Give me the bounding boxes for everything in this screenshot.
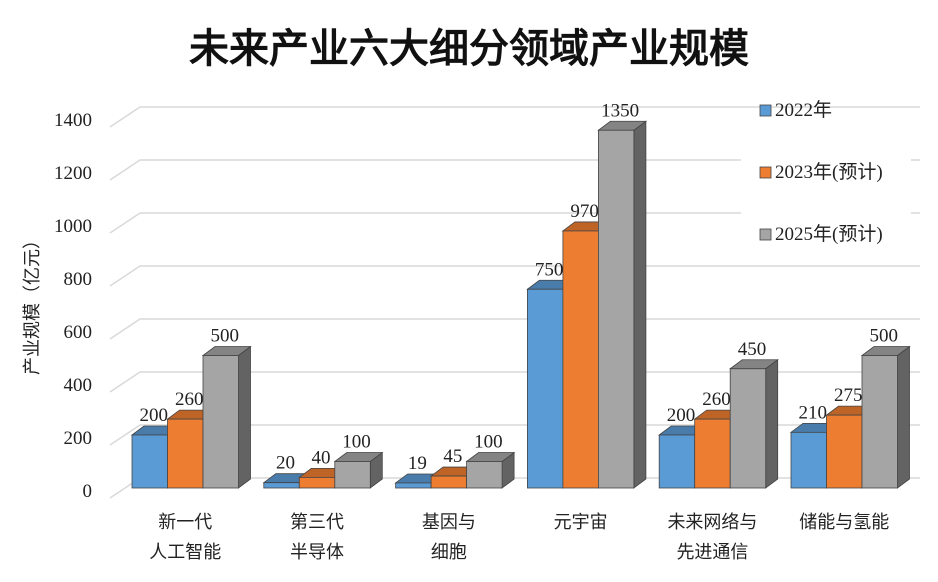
data-label: 100 bbox=[342, 432, 371, 453]
category-label: 第三代 bbox=[290, 512, 344, 533]
bars bbox=[130, 120, 911, 489]
bar-front bbox=[598, 129, 635, 489]
bar-side bbox=[238, 345, 251, 489]
legend-label: 2025年(预计) bbox=[775, 223, 883, 245]
bar-side bbox=[897, 345, 910, 489]
bar bbox=[729, 358, 779, 489]
category-label: 新一代 bbox=[158, 512, 212, 533]
data-label: 500 bbox=[870, 326, 899, 347]
gridline bbox=[109, 212, 920, 234]
bar-front bbox=[694, 418, 731, 489]
y-tick-label: 800 bbox=[64, 269, 93, 290]
gridline bbox=[109, 106, 920, 128]
bar-front bbox=[527, 288, 564, 489]
bar-front bbox=[202, 355, 239, 489]
data-label: 970 bbox=[570, 201, 599, 222]
bar-front bbox=[395, 482, 432, 489]
bar-front bbox=[466, 461, 503, 489]
data-label: 750 bbox=[535, 259, 564, 280]
bar-front bbox=[790, 431, 827, 489]
category-label: 储能与氢能 bbox=[799, 512, 889, 533]
bar-front bbox=[861, 355, 898, 489]
data-label: 45 bbox=[443, 446, 462, 467]
y-tick-label: 0 bbox=[83, 481, 93, 502]
y-tick-label: 1200 bbox=[54, 163, 92, 184]
y-axis: 0 200 400 600 800 1000 1200 1400 bbox=[54, 110, 92, 502]
data-labels: 200 260 500 20 40 100 19 45 100 750 970 1350 200 260 4… bbox=[140, 100, 899, 474]
data-label: 200 bbox=[667, 405, 696, 426]
bar bbox=[201, 345, 252, 489]
category-label: 人工智能 bbox=[149, 542, 221, 563]
category-label: 先进通信 bbox=[676, 542, 748, 563]
bar bbox=[860, 345, 911, 489]
bar-side bbox=[765, 358, 779, 489]
bar-front bbox=[729, 368, 767, 489]
chart-title: 未来产业六大细分领域产业规模 bbox=[189, 25, 749, 72]
y-tick-label: 600 bbox=[64, 322, 93, 343]
legend: 2022年 2023年(预计) 2025年(预计) bbox=[741, 76, 911, 245]
y-tick-label: 200 bbox=[64, 428, 93, 449]
data-label: 275 bbox=[834, 385, 863, 406]
gridlines bbox=[109, 106, 920, 499]
data-label: 100 bbox=[474, 432, 503, 453]
category-label: 细胞 bbox=[431, 542, 467, 563]
legend-item: 2022年 bbox=[741, 76, 911, 121]
data-label: 500 bbox=[211, 326, 240, 347]
data-label: 450 bbox=[738, 339, 767, 360]
bar bbox=[465, 451, 516, 489]
legend-swatch bbox=[759, 166, 772, 179]
category-label: 基因与 bbox=[422, 512, 476, 533]
bar-front bbox=[562, 230, 599, 489]
gridline bbox=[109, 159, 920, 181]
data-label: 20 bbox=[276, 453, 295, 474]
bar bbox=[333, 451, 384, 489]
y-tick-label: 400 bbox=[64, 375, 93, 396]
bar-front bbox=[263, 482, 300, 489]
legend-label: 2022年 bbox=[775, 99, 832, 121]
bar-front bbox=[131, 434, 168, 489]
data-label: 260 bbox=[175, 389, 204, 410]
data-label: 19 bbox=[408, 453, 427, 474]
data-label: 40 bbox=[312, 447, 331, 468]
category-label: 未来网络与 bbox=[667, 512, 757, 533]
category-label: 半导体 bbox=[290, 542, 344, 563]
legend-swatch bbox=[759, 104, 772, 117]
bar-front bbox=[298, 476, 336, 489]
legend-label: 2023年(预计) bbox=[775, 161, 883, 183]
bar bbox=[597, 120, 648, 489]
gridline bbox=[109, 424, 920, 446]
data-label: 210 bbox=[799, 402, 828, 423]
legend-item: 2025年(预计) bbox=[741, 200, 911, 245]
y-tick-label: 1400 bbox=[54, 110, 92, 131]
gridline bbox=[109, 371, 920, 393]
bar-side bbox=[633, 120, 647, 489]
bar-front bbox=[167, 418, 204, 489]
bar-front bbox=[334, 461, 371, 489]
bar-front bbox=[430, 475, 468, 489]
data-label: 200 bbox=[140, 405, 169, 426]
data-label: 1350 bbox=[601, 100, 639, 121]
gridline bbox=[109, 265, 920, 287]
gridline bbox=[109, 318, 920, 340]
legend-item: 2023年(预计) bbox=[741, 138, 911, 183]
data-label: 260 bbox=[702, 389, 731, 410]
bar-front bbox=[826, 414, 863, 489]
legend-swatch bbox=[759, 228, 772, 241]
category-label: 元宇宙 bbox=[554, 512, 608, 533]
bar-front bbox=[658, 434, 696, 489]
y-tick-label: 1000 bbox=[54, 216, 92, 237]
y-axis-label: 产业规模（亿元） bbox=[22, 231, 43, 375]
